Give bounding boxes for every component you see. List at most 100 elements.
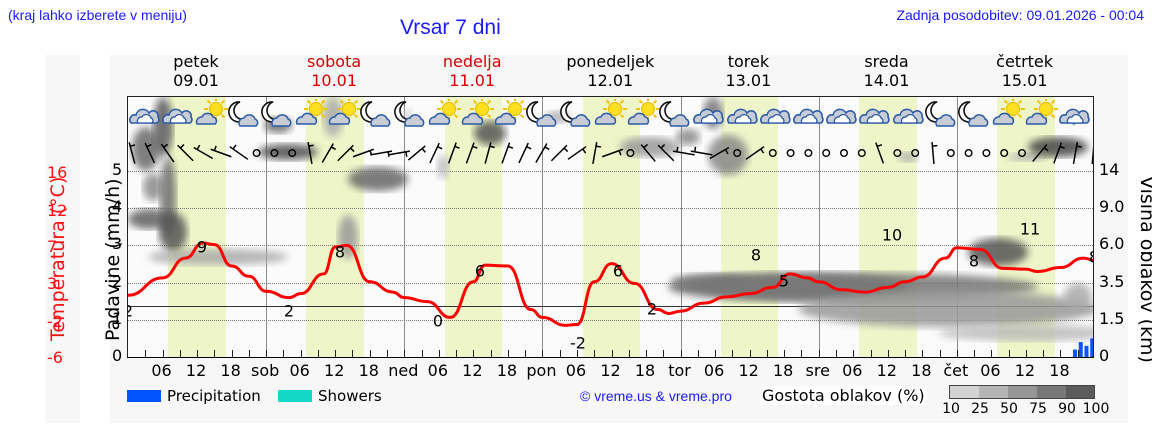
x-tick xyxy=(525,350,527,357)
x-tick xyxy=(507,350,509,357)
temperature-tick-label: -6 xyxy=(47,348,63,367)
x-tick xyxy=(248,350,250,357)
cloud-density-scale-border xyxy=(949,385,1095,399)
cloud-density-tick-label: 90 xyxy=(1058,401,1076,417)
x-tick-label: 12 xyxy=(600,361,621,380)
day-header: torek 13.01 xyxy=(679,52,817,90)
temperature-axis-panel xyxy=(45,55,80,423)
x-tick xyxy=(317,350,319,357)
precipitation-swatch xyxy=(127,390,161,402)
x-tick-label: 18 xyxy=(772,361,794,380)
temperature-value-label: 8 xyxy=(750,245,762,265)
x-tick xyxy=(576,350,578,357)
temperature-line xyxy=(128,241,1093,327)
partly-sunny-icon xyxy=(294,97,328,129)
x-tick xyxy=(559,350,561,357)
x-tick xyxy=(266,350,268,357)
temperature-value-label: 5 xyxy=(778,271,790,291)
night-cloudy-icon xyxy=(924,99,959,129)
x-tick xyxy=(853,350,855,357)
x-tick-label: ned xyxy=(388,361,419,380)
x-tick-label: čet xyxy=(943,361,969,380)
x-tick-label: 12 xyxy=(185,361,207,380)
zero-degree-line xyxy=(128,305,1093,307)
day-separator xyxy=(818,97,820,357)
x-tick xyxy=(1008,350,1010,357)
x-tick xyxy=(663,350,665,357)
x-tick-label: tor xyxy=(668,361,691,380)
x-tick-label: 06 xyxy=(151,361,172,380)
cloud-density-tick-label: 25 xyxy=(971,401,989,417)
x-tick-label: 06 xyxy=(565,361,587,380)
x-tick xyxy=(404,350,406,357)
day-separator xyxy=(956,97,958,357)
temperature-value-label: 0 xyxy=(432,311,444,331)
day-name: petek xyxy=(173,52,219,71)
night-cloudy-icon xyxy=(958,99,992,129)
x-tick xyxy=(611,350,613,357)
x-tick xyxy=(473,350,475,357)
x-tick xyxy=(680,350,682,357)
day-name: sobota xyxy=(307,52,362,71)
x-tick xyxy=(369,350,371,357)
x-tick xyxy=(1025,350,1027,357)
temperature-value-label: 2 xyxy=(128,302,133,321)
day-header: nedelja 11.01 xyxy=(403,52,541,90)
cloudy-icon xyxy=(892,99,926,129)
partly-sunny-icon xyxy=(626,97,660,129)
temperature-value-label: 8 xyxy=(334,242,346,262)
x-tick xyxy=(784,350,786,357)
x-tick-label: 06 xyxy=(842,361,863,380)
night-cloudy-icon xyxy=(559,99,594,129)
cloudy-icon xyxy=(726,99,760,129)
temperature-tick-label: 16 xyxy=(47,163,68,182)
x-tick xyxy=(715,350,717,357)
x-tick xyxy=(456,350,458,357)
copyright-link[interactable]: © vreme.us & vreme.pro xyxy=(580,388,732,404)
grid-line xyxy=(128,245,1093,247)
x-tick xyxy=(438,350,440,357)
night-cloudy-icon xyxy=(260,99,295,129)
x-tick-label: sre xyxy=(805,361,830,380)
x-tick xyxy=(594,350,596,357)
day-date: 11.01 xyxy=(449,71,496,90)
cloud-density-swatch xyxy=(1066,385,1095,399)
day-header: ponedeljek 12.01 xyxy=(541,52,679,90)
x-tick xyxy=(197,350,199,357)
night-cloudy-icon xyxy=(659,99,693,129)
temperature-tick-label: 7 xyxy=(47,237,58,256)
cloud-density-tick-label: 10 xyxy=(942,401,960,417)
temperature-value-label: 6 xyxy=(612,261,624,281)
cloud-density-swatch xyxy=(1037,385,1066,399)
cloud-density-swatch xyxy=(1008,385,1037,399)
temperature-value-label: 8 xyxy=(968,251,980,271)
day-name: četrtek xyxy=(996,52,1054,71)
cloudy-icon xyxy=(759,99,793,129)
x-tick xyxy=(335,350,337,357)
location-hint[interactable]: (kraj lahko izberete v meniju) xyxy=(8,7,187,23)
x-tick xyxy=(542,350,544,357)
day-separator xyxy=(404,97,406,357)
day-header: petek 09.01 xyxy=(127,52,265,90)
cloudy-icon xyxy=(692,99,726,129)
x-tick xyxy=(1077,350,1079,357)
cloud-height-axis-title: Višina oblakov (km) xyxy=(1136,176,1152,363)
cloud-height-tick-label: 9.0 xyxy=(1099,197,1125,217)
x-tick-label: 12 xyxy=(1014,361,1036,380)
temperature-value-label: 11 xyxy=(1019,219,1041,239)
grid-line xyxy=(128,282,1093,284)
showers-legend-label: Showers xyxy=(318,387,382,405)
day-date: 10.01 xyxy=(311,71,357,90)
x-tick-label: sob xyxy=(251,361,280,380)
temperature-tick-label: -2 xyxy=(47,312,63,331)
x-tick xyxy=(766,350,768,357)
showers-swatch xyxy=(278,390,312,402)
wind-barb-row xyxy=(128,141,1093,165)
x-tick xyxy=(162,350,164,357)
x-tick-label: 06 xyxy=(289,361,310,380)
cloud-height-tick-label: 1.5 xyxy=(1099,308,1125,328)
day-name: ponedeljek xyxy=(566,52,655,71)
x-tick xyxy=(421,350,423,357)
precipitation-tick-label: 5 xyxy=(112,160,123,179)
precipitation-tick-label: 3 xyxy=(112,234,123,254)
